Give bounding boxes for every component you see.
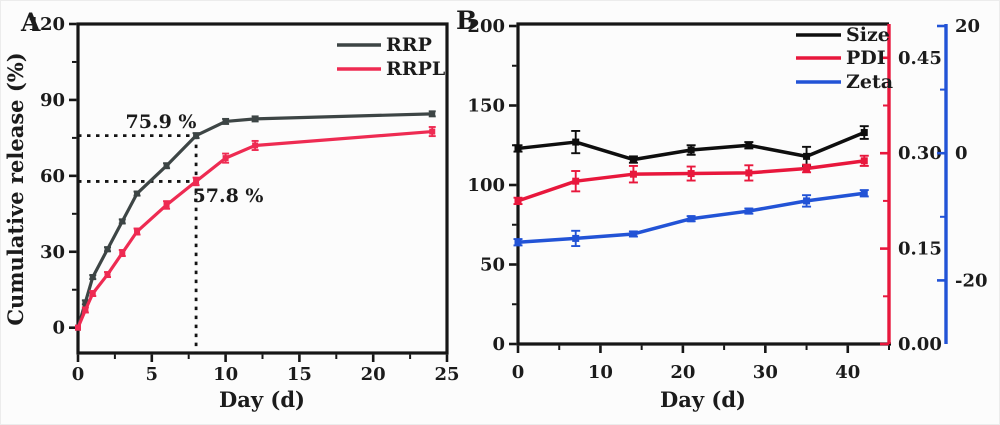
series-3.5 [513, 189, 869, 248]
y-axis-tick-label: 120 [27, 14, 65, 35]
data-point-marker [163, 162, 170, 169]
panel-a-plot: 0 5 10 15 20 25 0 30 60 90 120 [27, 14, 459, 385]
data-point-marker [429, 128, 436, 135]
series-3.5 [513, 154, 869, 206]
x-axis-tick-label: 20 [670, 362, 695, 383]
plot-frame [516, 22, 891, 346]
data-point-marker [252, 142, 259, 149]
y-axis-tick-label: 0 [52, 318, 65, 339]
size-axis-tick-label: 100 [467, 175, 505, 196]
legend-label-pdi: PDI [846, 47, 886, 69]
annotation-75-9-percent: 75.9 % [126, 111, 197, 133]
data-point-marker [687, 215, 695, 223]
data-point-marker [222, 118, 229, 125]
legend-label-rrpl: RRPL [386, 58, 445, 80]
data-point-marker [572, 138, 580, 146]
data-point-marker [803, 197, 811, 205]
series-3.2 [75, 126, 436, 331]
x-axis-tick-label: 30 [753, 362, 778, 383]
panel-b-plot: 0 10 20 30 400501001502000.000.150.300.45-20… [467, 16, 987, 383]
data-point-marker [629, 156, 637, 164]
size-axis-tick-label: 0 [492, 334, 505, 355]
data-point-marker [82, 299, 89, 306]
data-point-marker [89, 274, 96, 281]
zeta-axis-tick-label: -20 [955, 270, 988, 291]
x-axis-tick-label: 20 [361, 364, 386, 385]
size-axis-tick-label: 50 [480, 255, 505, 276]
data-point-marker [252, 115, 259, 122]
data-point-marker [860, 129, 868, 137]
x-axis-tick-label: 10 [213, 364, 238, 385]
data-point-marker [629, 230, 637, 238]
plot-border [76, 22, 449, 355]
panel-b-legend: Size PDI Zeta [796, 24, 893, 93]
legend-label-zeta: Zeta [846, 71, 893, 93]
data-point-marker [89, 290, 96, 297]
pdi-axis-tick-label: 0.15 [898, 239, 942, 260]
pdi-axis-tick-label: 0.30 [898, 143, 942, 164]
legend-label-size: Size [846, 24, 890, 46]
x-axis-tick-label: 0 [512, 362, 525, 383]
x-axis-tick-label: 5 [146, 364, 159, 385]
data-point-marker [572, 234, 580, 242]
data-point-marker [687, 146, 695, 154]
y-axis-tick-label: 30 [40, 242, 65, 263]
data-point-marker [572, 177, 580, 185]
data-point-marker [514, 197, 522, 205]
data-point-marker [119, 250, 126, 257]
data-point-marker [163, 201, 170, 208]
data-point-marker [860, 189, 868, 197]
x-axis-tick-label: 10 [588, 362, 613, 383]
x-axis-tick-label: 40 [835, 362, 860, 383]
panel-b-x-axis-title: Day (d) [660, 387, 746, 412]
data-point-marker [803, 164, 811, 172]
data-point-marker [745, 169, 753, 177]
data-point-marker [687, 170, 695, 178]
size-axis-tick-label: 150 [467, 96, 505, 117]
y-axis-tick-label: 60 [40, 166, 65, 187]
pdi-axis-tick-label: 0.45 [898, 48, 942, 69]
series-3.5 [513, 125, 869, 167]
data-point-marker [134, 228, 141, 235]
data-point-marker [134, 190, 141, 197]
data-point-marker [104, 271, 111, 278]
data-point-marker [119, 218, 126, 225]
data-point-marker [745, 141, 753, 149]
data-point-marker [514, 238, 522, 246]
panel-a-y-axis-title: Cumulative release (%) [3, 52, 28, 325]
data-point-marker [222, 155, 229, 162]
series-line [76, 129, 433, 329]
data-point-marker [803, 152, 811, 160]
data-point-marker [104, 246, 111, 253]
panel-a-label: A [20, 8, 41, 37]
data-point-marker [75, 324, 81, 331]
x-axis-tick-label: 25 [434, 364, 459, 385]
zeta-axis-tick-label: 0 [955, 143, 968, 164]
x-axis-tick-label: 0 [72, 364, 85, 385]
legend-label-rrp: RRP [386, 34, 432, 56]
x-axis-tick-label: 15 [287, 364, 312, 385]
data-point-marker [193, 178, 200, 185]
panel-b-label: B [456, 6, 477, 35]
panel-a-legend: RRP RRPL [337, 34, 445, 80]
y-axis-tick-label: 90 [40, 90, 65, 111]
data-point-marker [514, 144, 522, 152]
data-point-marker [193, 132, 200, 139]
zeta-axis-tick-label: 20 [955, 16, 980, 37]
size-axis-tick-label: 200 [467, 16, 505, 37]
data-point-marker [745, 207, 753, 215]
data-point-marker [429, 110, 436, 117]
pdi-axis-tick-label: 0.00 [898, 334, 942, 355]
data-point-marker [860, 157, 868, 165]
data-point-marker [82, 306, 89, 313]
data-point-marker [629, 170, 637, 178]
panel-a-x-axis-title: Day (d) [219, 387, 305, 412]
annotation-57-8-percent: 57.8 % [193, 185, 264, 207]
